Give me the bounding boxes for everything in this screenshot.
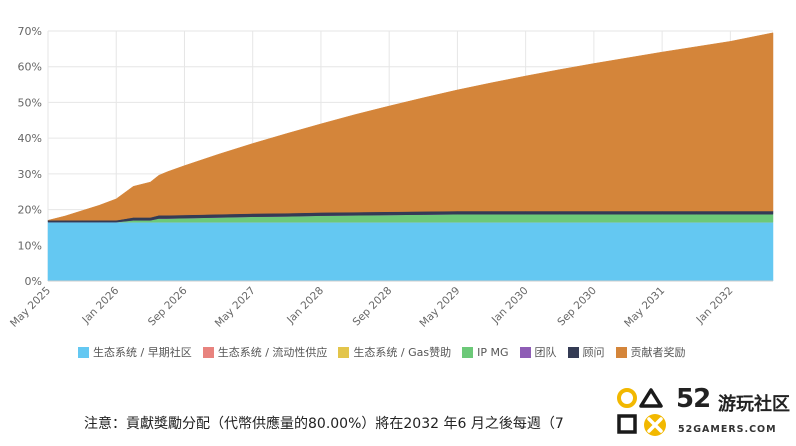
logo-number: 52	[676, 384, 711, 414]
area-series-0	[47, 221, 774, 282]
legend-label: 顾问	[582, 346, 605, 359]
x-tick-label: May 2029	[417, 285, 462, 330]
legend-item-5[interactable]: 顾问	[567, 344, 605, 360]
x-tick-label: May 2027	[213, 285, 258, 330]
x-tick-label: Jan 2032	[694, 285, 736, 327]
legend-swatch	[78, 346, 89, 358]
y-tick-label: 50%	[18, 96, 42, 109]
legend-item-1[interactable]: 生态系统 / 流动性供应	[202, 344, 328, 360]
footnote: 注意：貢獻獎勵分配（代幣供應量的80.00%）將在2032 年6 月之後每週（7	[84, 416, 564, 432]
logo-domain: 52GAMERS.COM	[678, 424, 777, 435]
x-tick-label: Jan 2030	[489, 285, 531, 327]
y-tick-label: 30%	[18, 168, 42, 181]
y-tick-label: 20%	[18, 204, 42, 217]
legend-item-4[interactable]: 团队	[519, 344, 557, 360]
legend-label: 生态系统 / 早期社区	[93, 346, 192, 359]
legend-item-2[interactable]: 生态系统 / Gas赞助	[338, 344, 451, 360]
x-tick-label: Sep 2026	[146, 284, 190, 328]
y-tick-label: 40%	[18, 132, 42, 145]
y-tick-label: 10%	[18, 239, 42, 252]
legend-swatch	[462, 346, 474, 358]
stacked-areas	[47, 32, 774, 282]
legend-swatch	[615, 346, 627, 358]
legend-label: 生态系统 / Gas赞助	[353, 346, 452, 359]
y-tick-label: 70%	[18, 25, 42, 38]
x-tick-label: Jan 2028	[284, 285, 326, 327]
legend-label: IP MG	[477, 345, 509, 359]
legend-item-0[interactable]: 生态系统 / 早期社区	[78, 344, 192, 360]
site-logo[interactable]: 52 游玩社区 52GAMERS.COM	[614, 384, 792, 442]
area-series-6	[47, 32, 774, 221]
legend: 生态系统 / 早期社区 生态系统 / 流动性供应 生态系统 / Gas赞助 IP MG…	[78, 343, 697, 361]
logo-name: 游玩社区	[718, 394, 790, 415]
x-tick-label: May 2031	[622, 285, 667, 330]
x-tick-label: Sep 2030	[555, 285, 599, 329]
legend-label: 生态系统 / 流动性供应	[217, 346, 328, 359]
legend-swatch	[338, 346, 350, 358]
legend-swatch	[519, 346, 531, 358]
playstation-buttons-icon	[617, 388, 666, 436]
y-tick-label: 60%	[18, 61, 42, 74]
y-tick-label: 0%	[25, 275, 42, 288]
legend-label: 团队	[534, 346, 557, 359]
x-tick-label: Sep 2028	[351, 285, 395, 329]
x-tick-label: May 2025	[8, 285, 53, 330]
x-tick-label: Jan 2026	[79, 284, 121, 326]
legend-label: 贡献者奖励	[630, 346, 686, 359]
legend-item-3[interactable]: IP MG	[462, 345, 509, 359]
legend-swatch	[202, 346, 214, 358]
vesting-area-chart: 0% 10% 20% 30% 40% 50% 60% 70% May 2025 Jan 2026 S…	[8, 25, 774, 330]
legend-item-6[interactable]: 贡献者奖励	[615, 344, 686, 360]
legend-swatch	[567, 346, 579, 358]
